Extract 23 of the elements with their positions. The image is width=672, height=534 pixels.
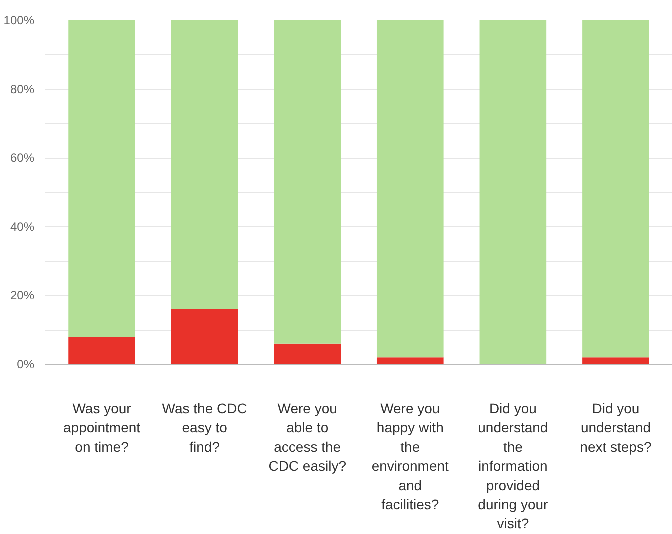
x-tick-label: Was the CDC easy to find? — [162, 400, 248, 455]
bar — [171, 20, 238, 310]
bar — [68, 20, 136, 337]
x-tick-label: Were you able to access the CDC easily? — [268, 400, 347, 474]
y-tick-label: 0% — [17, 358, 35, 372]
y-tick-label: 40% — [10, 220, 35, 234]
y-tick-label: 100% — [4, 14, 35, 28]
bar — [582, 20, 650, 358]
bar — [480, 20, 547, 364]
x-tick-label: Were you happy with the environment and facilities? — [372, 400, 450, 512]
bar — [171, 309, 238, 364]
x-tick-label: Did you understand next steps? — [580, 400, 652, 455]
y-tick-label: 60% — [10, 151, 35, 166]
bar — [274, 20, 342, 344]
bar — [68, 336, 136, 364]
y-tick-label: 20% — [10, 288, 35, 303]
bar — [376, 358, 444, 364]
x-tick-label: Was your appointment on time? — [64, 400, 141, 455]
x-tick-label: Did you understand the information provided during your visit? — [478, 400, 549, 532]
y-tick-label: 80% — [10, 82, 35, 96]
bar — [376, 20, 444, 358]
bar — [274, 344, 342, 364]
bar — [582, 358, 650, 364]
